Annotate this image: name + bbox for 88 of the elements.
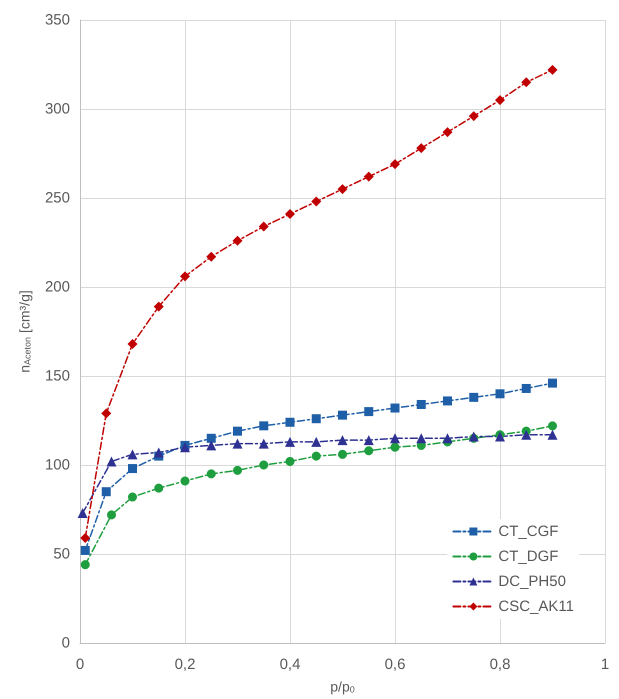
- point: [206, 252, 216, 262]
- point: [233, 466, 242, 475]
- point: [521, 77, 532, 88]
- point: [416, 400, 426, 409]
- point: [128, 338, 138, 349]
- point: [442, 433, 452, 444]
- point: [364, 435, 374, 446]
- point: [154, 302, 164, 312]
- legend-label: CT_CGF: [498, 523, 558, 540]
- x-tick-label: 0,8: [490, 656, 510, 673]
- point: [285, 436, 295, 447]
- point: [338, 410, 347, 420]
- point: [206, 434, 216, 443]
- point: [128, 492, 137, 502]
- y-tick-label: 50: [53, 546, 70, 562]
- point: [206, 440, 216, 450]
- point: [338, 184, 348, 194]
- point: [338, 450, 347, 459]
- point: [286, 456, 294, 466]
- point: [390, 433, 400, 444]
- x-tick-label: 0,6: [384, 656, 406, 673]
- x-tick-label: 0: [76, 656, 84, 673]
- point: [522, 384, 531, 393]
- x-tick-label: 1: [600, 656, 610, 673]
- point: [102, 487, 111, 496]
- point: [390, 404, 400, 413]
- point: [180, 442, 190, 452]
- point: [206, 469, 216, 478]
- y-tick-label: 200: [44, 278, 70, 296]
- point: [106, 456, 116, 466]
- point: [495, 432, 505, 442]
- point: [180, 476, 190, 486]
- point: [128, 464, 137, 474]
- legend-label: CSC_AK11: [498, 598, 574, 615]
- point: [154, 484, 164, 493]
- point: [390, 159, 400, 170]
- point: [469, 392, 478, 402]
- point: [128, 449, 138, 460]
- x-tick-label: 0,2: [174, 656, 196, 673]
- point: [78, 508, 88, 518]
- point: [80, 532, 90, 543]
- point: [364, 407, 374, 416]
- y-axis-title: nAceton [cm³/g]: [16, 290, 32, 373]
- legend-label: CT_DGF: [498, 548, 558, 565]
- point: [364, 172, 374, 182]
- point: [364, 446, 374, 456]
- point: [468, 111, 479, 122]
- y-tick-label: 100: [44, 456, 70, 474]
- point: [443, 396, 452, 406]
- point: [101, 408, 112, 418]
- y-tick-label: 250: [44, 190, 70, 206]
- legend-label: DC_PH50: [498, 573, 566, 590]
- point: [258, 438, 269, 449]
- point: [259, 421, 268, 430]
- y-tick-label: 300: [44, 100, 70, 118]
- x-axis-title: p/p0: [330, 678, 355, 694]
- point: [442, 127, 452, 138]
- point: [258, 221, 269, 232]
- point: [154, 448, 164, 458]
- point: [312, 414, 321, 424]
- point: [259, 460, 268, 470]
- point: [107, 510, 116, 520]
- x-tick-label: 0,4: [280, 656, 300, 673]
- point: [548, 64, 558, 75]
- y-tick-label: 150: [44, 368, 70, 384]
- point: [416, 143, 426, 154]
- point: [311, 196, 322, 207]
- point: [233, 426, 242, 436]
- point: [338, 435, 348, 446]
- point: [521, 430, 532, 440]
- point: [496, 389, 504, 398]
- point: [390, 442, 400, 452]
- point: [232, 438, 242, 449]
- point: [312, 452, 321, 461]
- y-tick-label: 350: [44, 12, 70, 28]
- point: [495, 95, 505, 106]
- point: [80, 560, 90, 570]
- point: [548, 378, 557, 388]
- point: [311, 436, 322, 447]
- point: [285, 209, 295, 220]
- point: [286, 418, 294, 427]
- point: [548, 421, 557, 430]
- point: [232, 236, 242, 246]
- point: [80, 546, 90, 555]
- y-tick-label: 0: [62, 634, 70, 652]
- point: [416, 433, 426, 444]
- point: [548, 430, 558, 440]
- point: [180, 271, 190, 282]
